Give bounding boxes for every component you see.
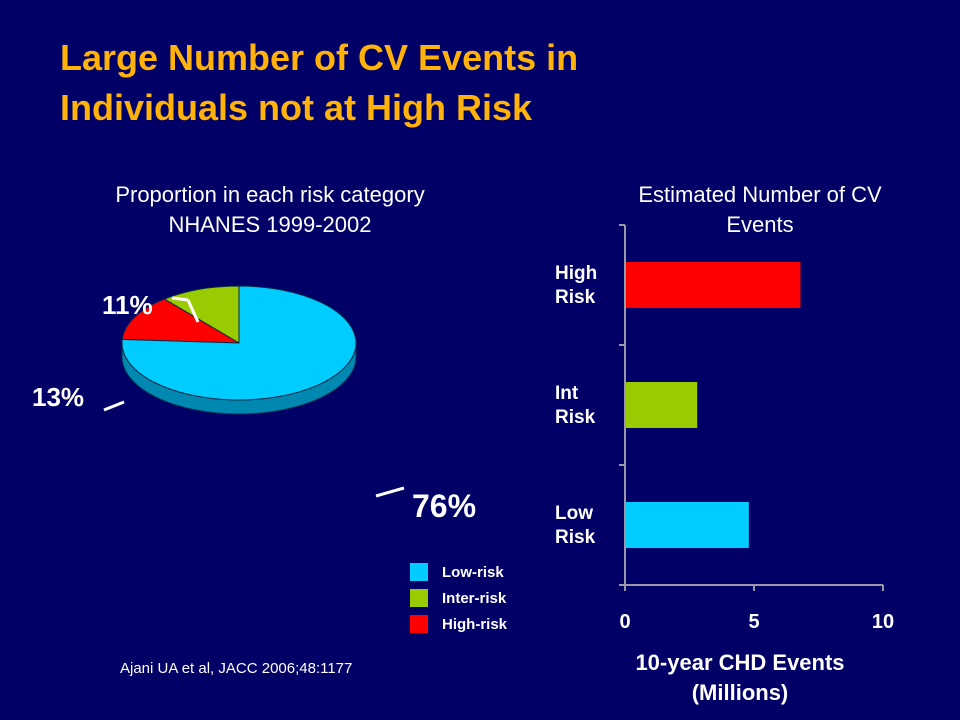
pie-slice-high-risk [121,298,240,344]
bar-x-axis-title: (Millions) [692,680,789,705]
pie-label-high: 13% [32,382,85,412]
slide-title-line-1: Large Number of CV Events in [60,37,579,78]
legend-swatch-inter [410,589,428,607]
legend-swatch-high [410,615,428,633]
pie-leader-11 [171,296,189,302]
bar-x-tick-label: 0 [619,611,630,633]
legend-item-inter: Inter-risk [410,588,506,608]
pie-slice-low-risk [121,285,357,401]
pie-leader-76 [375,486,405,498]
bar-int [626,382,698,428]
bar-x-tick-label: 5 [748,611,759,633]
bar-category-label: Risk [555,407,596,428]
pie-title-line-2: NHANES 1999-2002 [168,212,372,237]
pie-label-inter: 11% [102,290,153,320]
bar-category-label: Risk [555,287,596,308]
bar-title-line-1: Estimated Number of CV [638,182,882,207]
pie-label-low: 76% [412,488,477,524]
bar-category-label: High [555,263,597,284]
bar-x-axis-title: 10-year CHD Events [635,650,844,675]
bar-category-label: Low [555,503,593,524]
bar-category-label: Int [555,383,579,404]
legend-swatch-low [410,563,428,581]
pie-title-line-1: Proportion in each risk category [115,182,425,207]
bar-high [626,262,801,308]
legend-label-inter: Inter-risk [442,589,507,607]
bar-title-line-2: Events [726,212,794,237]
legend-item-low: Low-risk [410,562,504,582]
slide-title-line-2: Individuals not at High Risk [60,87,533,128]
pie-leader-11b [186,299,200,323]
legend-item-high: High-risk [410,614,507,634]
legend-label-low: Low-risk [442,563,504,581]
bar-x-tick-label: 10 [872,611,894,633]
legend-label-high: High-risk [442,615,508,633]
bar-low [626,502,749,548]
pie-leader-13 [103,400,125,412]
citation: Ajani UA et al, JACC 2006;48:1177 [120,660,353,677]
bar-category-label: Risk [555,527,596,548]
